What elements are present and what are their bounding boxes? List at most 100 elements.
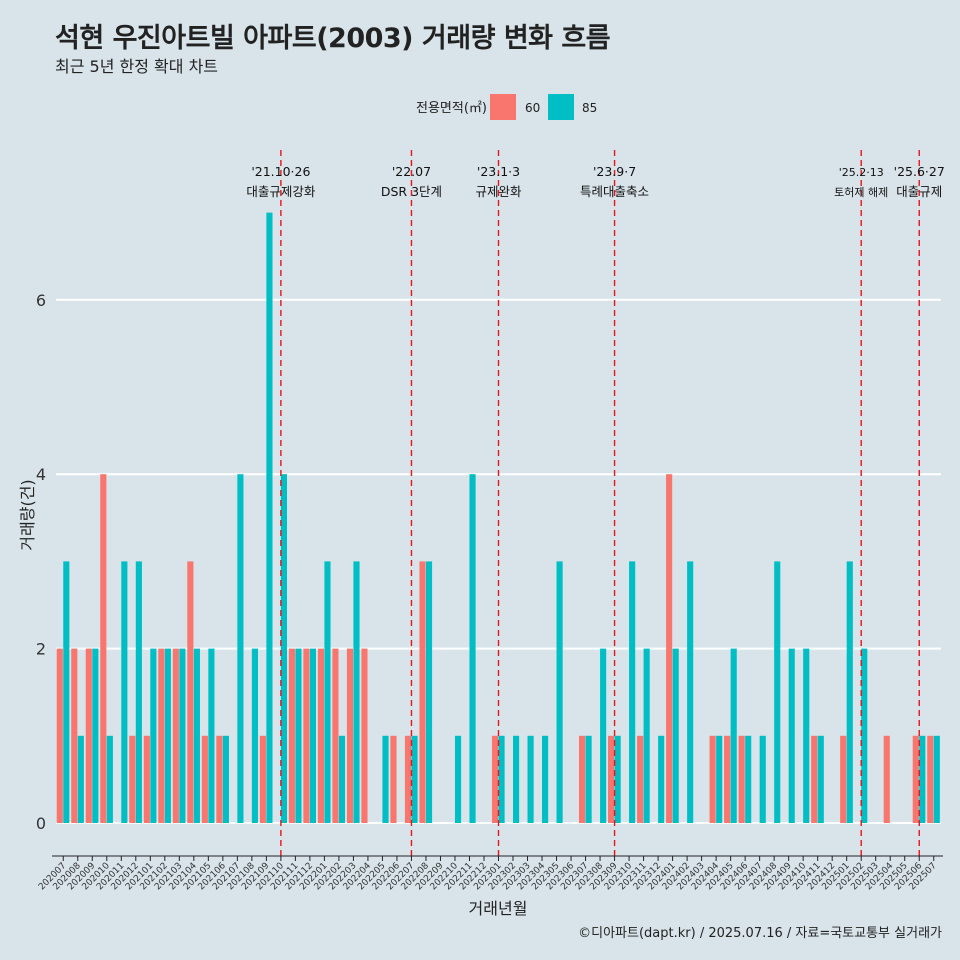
event-date-202110: '21.10·26 xyxy=(251,164,310,179)
bar-85-202407 xyxy=(760,736,766,823)
bar-60-202009 xyxy=(86,649,92,823)
bar-85-202012 xyxy=(136,561,142,823)
bar-60-202204 xyxy=(361,649,367,823)
bar-85-202506 xyxy=(919,736,925,823)
bar-85-202107 xyxy=(237,474,243,823)
bar-60-202404 xyxy=(710,736,716,823)
bar-60-202103 xyxy=(173,649,179,823)
bar-60-202501 xyxy=(840,736,846,823)
event-label-202110: 대출규제강화 xyxy=(246,184,316,199)
bar-60-202311 xyxy=(637,736,643,823)
bar-85-202410 xyxy=(803,649,809,823)
y-tick-label-0: 0 xyxy=(36,814,46,833)
event-label-202502: 토허제 해제 xyxy=(834,185,888,199)
bar-60-202401 xyxy=(666,474,672,823)
bar-85-202305 xyxy=(557,561,563,823)
bar-85-202010 xyxy=(107,736,113,823)
bar-85-202202 xyxy=(339,736,345,823)
bar-85-202405 xyxy=(731,649,737,823)
bar-85-202108 xyxy=(252,649,258,823)
bar-60-202309 xyxy=(608,736,614,823)
bar-85-202109 xyxy=(266,213,272,823)
bar-85-202308 xyxy=(600,649,606,823)
bar-60-202206 xyxy=(390,736,396,823)
bar-60-202301 xyxy=(492,736,498,823)
legend-title: 전용면적(㎡) xyxy=(416,101,487,116)
x-axis-label: 거래년월 xyxy=(469,899,528,918)
bar-85-202101 xyxy=(150,649,156,823)
bar-85-202402 xyxy=(687,561,693,823)
bar-60-202507 xyxy=(927,736,933,823)
bar-85-202309 xyxy=(615,736,621,823)
bar-60-202203 xyxy=(347,649,353,823)
bar-85-202404 xyxy=(716,736,722,823)
bar-60-202102 xyxy=(158,649,164,823)
bar-85-202103 xyxy=(179,649,185,823)
bar-85-202406 xyxy=(745,736,751,823)
bar-chart: 전용면적(㎡) 60 85 0246 '21.10·26대출규제강화'22.07… xyxy=(0,0,960,960)
bar-85-202007 xyxy=(63,561,69,823)
bar-60-202007 xyxy=(57,649,63,823)
bar-60-202112 xyxy=(303,649,309,823)
bar-60-202106 xyxy=(216,736,222,823)
bar-85-202208 xyxy=(426,561,432,823)
bar-85-202411 xyxy=(818,736,824,823)
bar-85-202011 xyxy=(121,561,127,823)
bar-85-202110 xyxy=(281,474,287,823)
bar-60-202105 xyxy=(202,736,208,823)
bar-85-202302 xyxy=(513,736,519,823)
bar-85-202312 xyxy=(658,736,664,823)
event-label-202207: DSR 3단계 xyxy=(381,184,442,199)
bar-85-202307 xyxy=(586,736,592,823)
event-date-202301: '23.1·3 xyxy=(477,164,520,179)
bar-60-202405 xyxy=(724,736,730,823)
bar-85-202205 xyxy=(382,736,388,823)
bar-85-202203 xyxy=(353,561,359,823)
bar-85-202301 xyxy=(499,736,505,823)
source-caption: ©디아파트(dapt.kr) / 2025.07.16 / 자료=국토교통부 실… xyxy=(578,922,942,941)
bar-85-202105 xyxy=(208,649,214,823)
bar-85-202106 xyxy=(223,736,229,823)
bar-60-202008 xyxy=(71,649,77,823)
bar-60-202307 xyxy=(579,736,585,823)
event-date-202309: '23.9·7 xyxy=(593,164,636,179)
bar-85-202201 xyxy=(324,561,330,823)
bar-60-202109 xyxy=(260,736,266,823)
bar-60-202504 xyxy=(884,736,890,823)
y-tick-label-6: 6 xyxy=(36,291,46,310)
bar-85-202102 xyxy=(165,649,171,823)
bar-60-202201 xyxy=(318,649,324,823)
legend: 전용면적(㎡) 60 85 xyxy=(416,94,597,120)
bar-85-202401 xyxy=(673,649,679,823)
event-date-202502: '25.2·13 xyxy=(839,166,884,179)
bar-85-202303 xyxy=(528,736,534,823)
y-axis-label: 거래량(건) xyxy=(18,479,37,550)
axes: 2020072020082020092020102020112020122021… xyxy=(37,856,943,892)
event-label-202506: 대출규제 xyxy=(896,184,942,199)
bar-60-202506 xyxy=(913,736,919,823)
bar-60-202101 xyxy=(144,736,150,823)
bar-85-202111 xyxy=(295,649,301,823)
bar-85-202408 xyxy=(774,561,780,823)
bar-85-202502 xyxy=(861,649,867,823)
bar-85-202112 xyxy=(310,649,316,823)
bar-60-202111 xyxy=(289,649,295,823)
bar-85-202501 xyxy=(847,561,853,823)
bar-85-202304 xyxy=(542,736,548,823)
bar-85-202104 xyxy=(194,649,200,823)
y-tick-label-4: 4 xyxy=(36,465,46,484)
bar-85-202211 xyxy=(469,474,475,823)
bar-60-202207 xyxy=(405,736,411,823)
bar-85-202009 xyxy=(92,649,98,823)
event-date-202207: '22.07 xyxy=(392,164,431,179)
legend-swatch-85 xyxy=(548,94,574,120)
legend-swatch-60 xyxy=(490,94,516,120)
bar-85-202207 xyxy=(411,736,417,823)
bar-85-202507 xyxy=(934,736,940,823)
bar-60-202208 xyxy=(419,561,425,823)
legend-label-60: 60 xyxy=(525,101,540,115)
bar-85-202311 xyxy=(644,649,650,823)
bar-60-202202 xyxy=(332,649,338,823)
bar-85-202210 xyxy=(455,736,461,823)
bar-60-202411 xyxy=(811,736,817,823)
